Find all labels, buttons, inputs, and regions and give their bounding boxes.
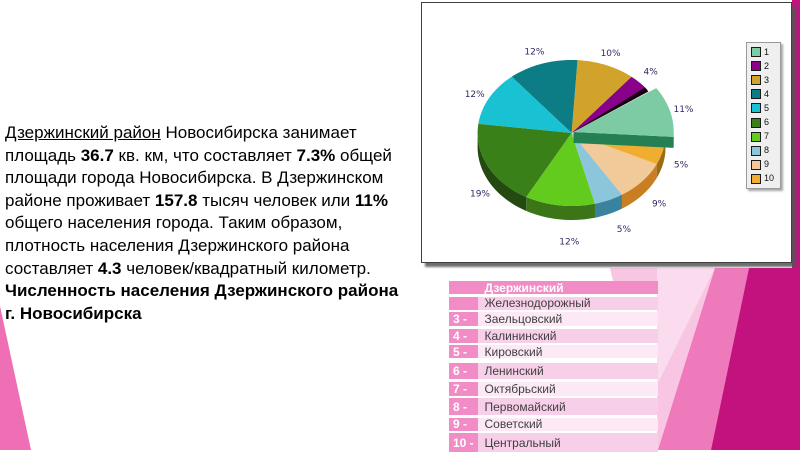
pie-percent-label: 19% xyxy=(470,190,490,200)
pie-percent-label: 10% xyxy=(601,49,621,59)
legend-swatch-icon xyxy=(751,118,761,128)
table-header-row: Дзержинский xyxy=(449,281,658,294)
pie-percent-label: 5% xyxy=(617,225,632,235)
table-number-cell: 7 - xyxy=(449,382,478,396)
table-number-cell: 6 - xyxy=(449,363,478,379)
legend-item: 9 xyxy=(751,158,780,172)
table-name-cell: Советский xyxy=(478,418,659,431)
text-segment: тысяч человек или xyxy=(197,191,354,210)
text-segment: Численность населения Дзержинского район… xyxy=(5,281,398,323)
pie-percent-label: 4% xyxy=(644,67,659,77)
table-name-cell: Первомайский xyxy=(478,398,659,415)
table-name-cell: Центральный xyxy=(478,433,659,452)
legend-label: 2 xyxy=(764,62,769,71)
text-segment: 157.8 xyxy=(155,191,198,210)
table-number-cell: 3 - xyxy=(449,312,478,326)
legend-label: 10 xyxy=(764,174,774,183)
legend-item: 5 xyxy=(751,101,780,115)
pie-percent-label: 12% xyxy=(524,47,544,57)
legend-swatch-icon xyxy=(751,174,761,184)
pie-percent-label: 12% xyxy=(559,237,579,247)
legend-item: 4 xyxy=(751,87,780,101)
table-name-cell: Ленинский xyxy=(478,363,659,379)
text-segment: 11% xyxy=(355,191,388,210)
text-segment: человек/квадратный километр. xyxy=(122,259,371,278)
legend-swatch-icon xyxy=(751,61,761,71)
pie-percent-label: 9% xyxy=(652,200,667,210)
table-row: 7 -Октябрьский xyxy=(449,382,658,396)
legend-label: 1 xyxy=(764,48,769,57)
table-row: 6 -Ленинский xyxy=(449,363,658,379)
right-magenta-stripe xyxy=(792,0,800,450)
table-row: 9 -Советский xyxy=(449,418,658,431)
legend-item: 8 xyxy=(751,144,780,158)
legend-label: 4 xyxy=(764,90,769,99)
legend-swatch-icon xyxy=(751,132,761,142)
legend-label: 8 xyxy=(764,146,769,155)
legend-swatch-icon xyxy=(751,89,761,99)
table-row: 3 -Заельцовский xyxy=(449,312,658,326)
table-name-cell: Железнодорожный xyxy=(478,297,659,310)
legend-item: 3 xyxy=(751,73,780,87)
pie-percent-label: 12% xyxy=(465,90,485,100)
legend-item: 7 xyxy=(751,130,780,144)
left-pink-wedge xyxy=(0,306,31,450)
table-row: 8 -Первомайский xyxy=(449,398,658,415)
legend-item: 10 xyxy=(751,172,780,186)
table-row: 10 -Центральный xyxy=(449,433,658,452)
table-number-cell: 9 - xyxy=(449,418,478,431)
text-segment: 4.3 xyxy=(98,259,122,278)
table-name-cell: Кировский xyxy=(478,345,659,358)
legend-label: 9 xyxy=(764,160,769,169)
text-segment: Дзержинский район xyxy=(5,123,161,142)
table-number-cell: 8 - xyxy=(449,398,478,415)
table-number-cell: 4 - xyxy=(449,329,478,343)
legend-swatch-icon xyxy=(751,47,761,57)
table-number-cell: 10 - xyxy=(449,433,478,452)
table-number-cell: 5 - xyxy=(449,345,478,358)
text-segment: кв. км, что составляет xyxy=(114,146,297,165)
legend-swatch-icon xyxy=(751,160,761,170)
legend-item: 1 xyxy=(751,45,780,59)
chart-legend: 1 2 3 4 5 6 7 8 9 10 xyxy=(746,42,781,189)
table-row: 5 -Кировский xyxy=(449,345,658,358)
table-number-cell xyxy=(449,281,478,294)
pie-chart-panel: 11% 4% 10% 12% 12% 19% 12% 5% 9% 5% 1 2 3 4 5 6 7 8 9 10 xyxy=(421,2,792,263)
district-description-text: Дзержинский район Новосибирска занимает … xyxy=(5,122,405,325)
legend-label: 6 xyxy=(764,118,769,127)
table-name-cell: Калининский xyxy=(478,329,659,343)
text-segment: 36.7 xyxy=(81,146,114,165)
pie-percent-label: 5% xyxy=(674,161,689,171)
legend-label: 7 xyxy=(764,132,769,141)
legend-swatch-icon xyxy=(751,103,761,113)
legend-label: 3 xyxy=(764,76,769,85)
legend-label: 5 xyxy=(764,104,769,113)
legend-swatch-icon xyxy=(751,75,761,85)
table-row: 4 -Калининский xyxy=(449,329,658,343)
text-segment: 7.3% xyxy=(297,146,336,165)
legend-item: 2 xyxy=(751,59,780,73)
legend-item: 6 xyxy=(751,116,780,130)
table-name-cell: Октябрьский xyxy=(478,382,659,396)
table-name-cell: Дзержинский xyxy=(478,281,659,294)
table-name-cell: Заельцовский xyxy=(478,312,659,326)
pie-percent-label: 11% xyxy=(673,105,693,115)
pie-chart: 11% 4% 10% 12% 12% 19% 12% 5% 9% 5% xyxy=(422,3,789,260)
table-row: Железнодорожный xyxy=(449,297,658,310)
legend-swatch-icon xyxy=(751,146,761,156)
bottom-right-light-sliver xyxy=(610,268,657,281)
table-number-cell xyxy=(449,297,478,310)
